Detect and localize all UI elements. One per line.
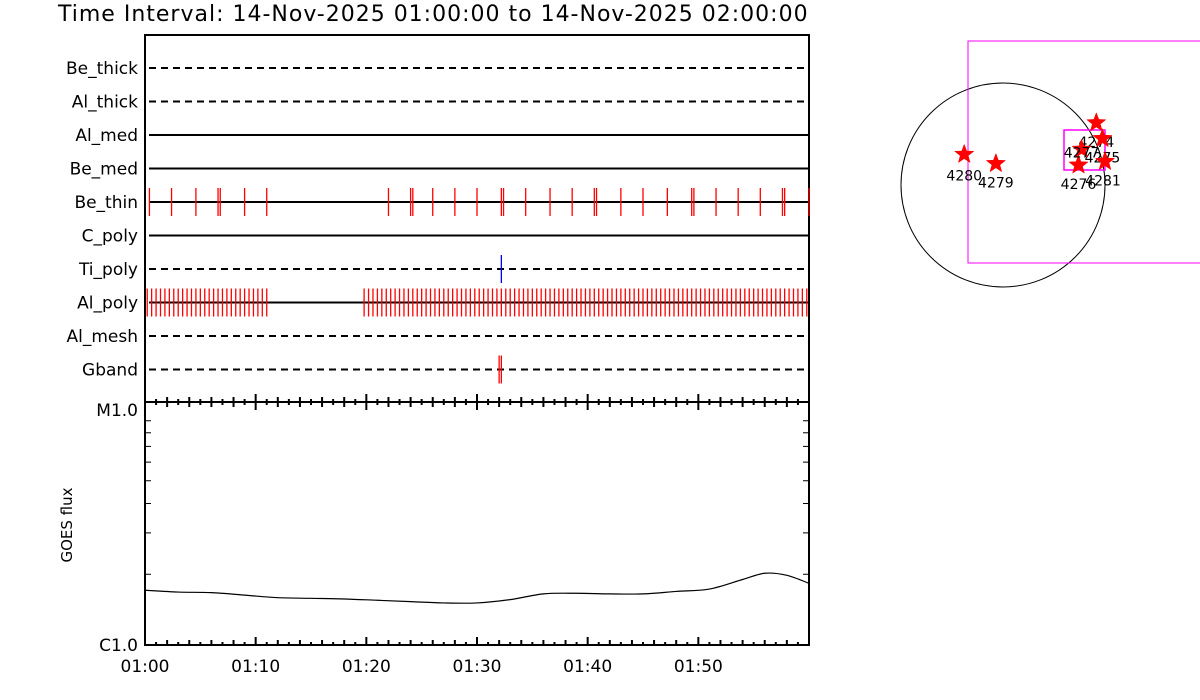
active-region-label-4276: 4276: [1061, 177, 1097, 193]
row-label-c-poly: C_poly: [82, 227, 138, 247]
active-region-star-4274: [1086, 112, 1107, 132]
y-tick-label-bottom: C1.0: [99, 636, 138, 656]
active-region-star-4280: [954, 143, 975, 164]
x-tick-label: 01:00: [121, 657, 170, 677]
solar-disk: [900, 82, 1106, 288]
active-region-star-4275: [1092, 127, 1113, 148]
row-label-be-thin: Be_thin: [74, 193, 138, 213]
y-axis-label: GOES flux: [58, 487, 76, 562]
flux-frame: [144, 401, 810, 646]
row-label-ti-poly: Ti_poly: [78, 260, 138, 280]
y-tick-label-top: M1.0: [96, 401, 138, 421]
row-label-be-med: Be_med: [70, 160, 138, 180]
active-region-label-4277: 4277: [1064, 145, 1100, 161]
x-tick-label: 01:50: [674, 657, 723, 677]
x-tick-label: 01:40: [563, 657, 612, 677]
active-region-star-4281: [1094, 150, 1116, 171]
x-tick-label: 01:20: [342, 657, 391, 677]
row-label-al-poly: Al_poly: [77, 294, 138, 314]
chart-title: Time Interval: 14-Nov-2025 01:00:00 to 1…: [58, 2, 809, 27]
solar-disk-locator: 4274427542764277427942804281: [900, 40, 1200, 288]
active-region-label-4281: 4281: [1085, 174, 1121, 190]
x-tick-label: 01:10: [231, 657, 280, 677]
row-label-gband: Gband: [82, 361, 138, 381]
timeline-panel: Be_thick Al_thick Al_med Be_med Be_thin C_pol…: [66, 34, 810, 410]
row-label-be-thick: Be_thick: [66, 59, 138, 79]
active-region-label-4280: 4280: [946, 168, 982, 184]
goes-flux-panel: M1.0 C1.0 GOES flux 01:00 01:10 01:20 01:30 01:…: [58, 401, 810, 677]
field-of-view-subbox: [1063, 129, 1106, 171]
row-label-al-med: Al_med: [75, 126, 138, 146]
active-region-star-4276: [1068, 154, 1089, 174]
goes-flux-line: [144, 572, 810, 604]
row-label-al-thick: Al_thick: [72, 93, 138, 113]
timeline-frame: [144, 34, 810, 403]
active-region-star-4279: [985, 152, 1007, 173]
active-region-star-4277: [1071, 138, 1092, 158]
x-tick-label: 01:30: [453, 657, 502, 677]
active-region-label-4279: 4279: [978, 176, 1014, 192]
row-label-al-mesh: Al_mesh: [66, 327, 138, 347]
